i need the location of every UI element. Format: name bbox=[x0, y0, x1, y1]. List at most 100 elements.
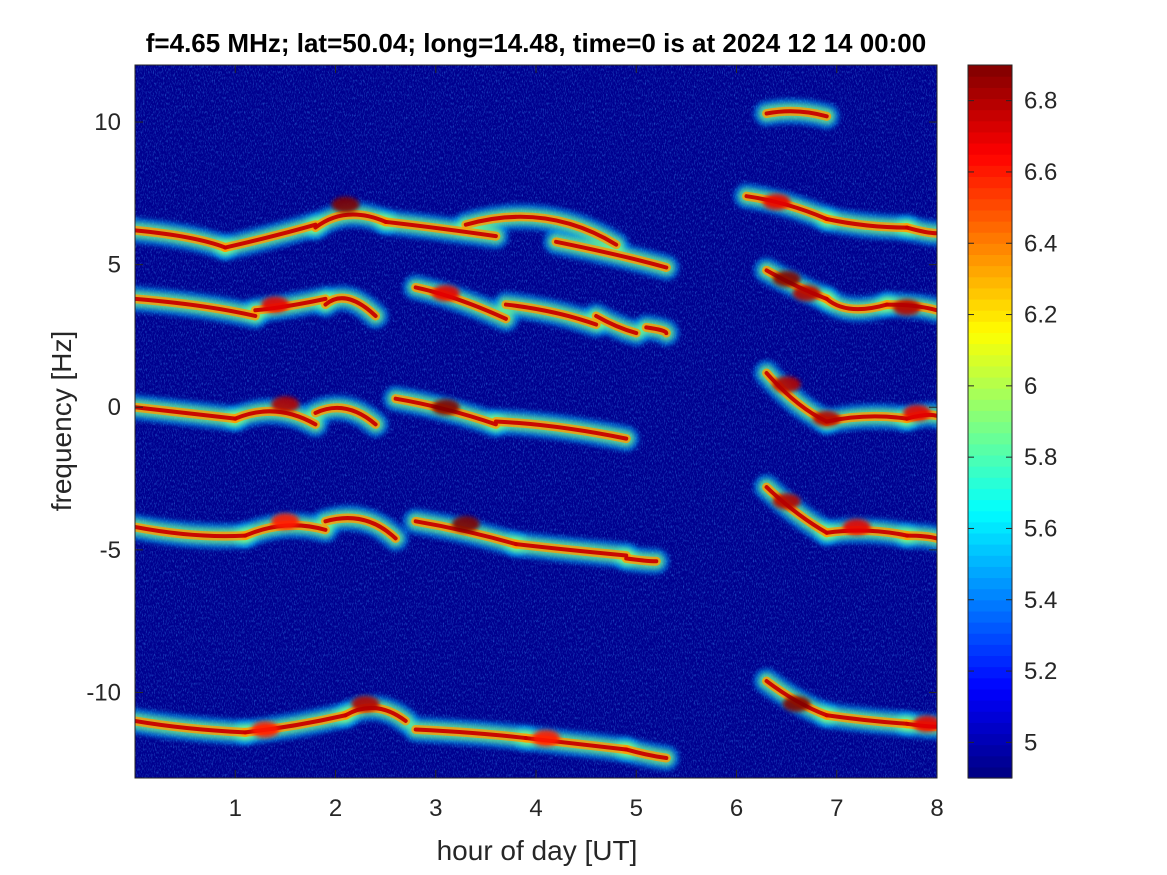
trace-segment bbox=[233, 409, 318, 427]
y-tick-label: -5 bbox=[100, 537, 121, 564]
colorbar-band bbox=[968, 566, 1012, 579]
colorbar-band bbox=[968, 443, 1012, 456]
hotspot bbox=[351, 695, 380, 712]
hotspot bbox=[431, 399, 460, 416]
colorbar-band bbox=[968, 588, 1012, 601]
trace-segment bbox=[764, 268, 829, 301]
trace-segment bbox=[223, 222, 318, 250]
colorbar-band bbox=[968, 298, 1012, 311]
colorbar-band bbox=[968, 220, 1012, 233]
colorbar-band bbox=[968, 599, 1012, 612]
colorbar-band bbox=[968, 354, 1012, 367]
trace-segment bbox=[313, 405, 378, 427]
hotspot bbox=[532, 730, 561, 747]
hotspot bbox=[912, 715, 937, 732]
hotspot bbox=[772, 376, 801, 393]
colorbar-band bbox=[968, 655, 1012, 668]
colorbar-band bbox=[968, 454, 1012, 467]
colorbar-band bbox=[968, 644, 1012, 657]
colorbar-band bbox=[968, 98, 1012, 111]
trace-segment bbox=[313, 212, 388, 230]
trace-segment bbox=[824, 217, 909, 230]
trace-segment bbox=[824, 713, 909, 726]
trace-segment bbox=[493, 419, 629, 441]
colorbar-band bbox=[968, 477, 1012, 489]
colorbar-tick-label: 5.6 bbox=[1024, 515, 1057, 542]
hotspot bbox=[431, 285, 460, 302]
colorbar-tick-label: 5 bbox=[1024, 729, 1037, 756]
y-axis-label: frequency [Hz] bbox=[46, 331, 77, 512]
trace-segment bbox=[503, 302, 599, 327]
colorbar: 6.8 6.6 6.4 6.2 6 5.8 5.6 5.4 5.2 5 bbox=[967, 64, 1057, 779]
x-axis: 1 2 3 4 5 6 7 8 bbox=[229, 65, 944, 822]
hotspot bbox=[772, 270, 801, 287]
colorbar-band bbox=[968, 388, 1012, 400]
colorbar-band bbox=[968, 766, 1012, 779]
colorbar-band bbox=[968, 243, 1012, 255]
y-tick-label: 0 bbox=[108, 394, 121, 421]
colorbar-band bbox=[968, 232, 1012, 244]
colorbar-tick-label: 5.4 bbox=[1024, 587, 1057, 614]
colorbar-band bbox=[968, 432, 1012, 445]
colorbar-band bbox=[968, 410, 1012, 423]
hotspot bbox=[902, 404, 931, 421]
hotspot bbox=[782, 695, 811, 712]
colorbar-band bbox=[968, 744, 1012, 757]
colorbar-band bbox=[968, 187, 1012, 200]
x-tick-label: 1 bbox=[229, 795, 242, 822]
colorbar-tick-label: 6.8 bbox=[1024, 88, 1057, 115]
hotspot bbox=[271, 513, 300, 530]
colorbar-band bbox=[968, 376, 1012, 389]
trace-segment bbox=[554, 239, 669, 270]
colorbar-band bbox=[968, 343, 1012, 356]
colorbar-band bbox=[968, 466, 1012, 478]
colorbar-band bbox=[968, 142, 1012, 155]
colorbar-band bbox=[968, 488, 1012, 501]
colorbar-band bbox=[968, 521, 1012, 534]
hotspot bbox=[792, 285, 821, 302]
colorbar-band bbox=[968, 421, 1012, 434]
colorbar-band bbox=[968, 755, 1012, 768]
hotspot bbox=[762, 193, 791, 210]
hotspot bbox=[892, 299, 921, 316]
trace-segment bbox=[413, 727, 528, 741]
colorbar-frame bbox=[967, 64, 1013, 779]
trace-segment bbox=[383, 219, 498, 239]
hotspot bbox=[331, 196, 360, 213]
colorbar-band bbox=[968, 610, 1012, 623]
colorbar-band bbox=[968, 622, 1012, 634]
hotspot bbox=[772, 493, 801, 510]
plot-area bbox=[134, 64, 938, 779]
colorbar-tick-label: 6 bbox=[1024, 373, 1037, 400]
x-tick-label: 7 bbox=[830, 795, 843, 822]
trace-segment bbox=[463, 214, 619, 247]
colorbar-tick-label: 5.8 bbox=[1024, 444, 1057, 471]
colorbar-band bbox=[968, 198, 1012, 211]
trace-segment bbox=[513, 542, 629, 558]
trace-segment bbox=[624, 747, 669, 761]
colorbar-tick-label: 6.6 bbox=[1024, 159, 1057, 186]
colorbar-band bbox=[968, 65, 1012, 77]
colorbar-band bbox=[968, 310, 1012, 322]
colorbar-band bbox=[968, 276, 1012, 289]
colorbar-tick-label: 6.4 bbox=[1024, 230, 1057, 257]
hotspot bbox=[812, 410, 841, 427]
y-tick-label: 5 bbox=[108, 252, 121, 279]
trace-segment bbox=[323, 296, 378, 318]
colorbar-band bbox=[968, 711, 1012, 723]
trace-segment bbox=[594, 313, 639, 336]
hotspot bbox=[261, 296, 290, 313]
colorbar-band bbox=[968, 76, 1012, 88]
colorbar-band bbox=[968, 131, 1012, 144]
colorbar-band bbox=[968, 287, 1012, 300]
x-tick-label: 5 bbox=[630, 795, 643, 822]
x-tick-label: 8 bbox=[930, 795, 943, 822]
y-tick-label: 10 bbox=[94, 109, 121, 136]
colorbar-tick-label: 6.2 bbox=[1024, 302, 1057, 329]
y-axis: 10 5 0 -5 -10 bbox=[86, 109, 937, 706]
chart-title: f=4.65 MHz; lat=50.04; long=14.48, time=… bbox=[146, 28, 926, 58]
colorbar-band bbox=[968, 399, 1012, 411]
trace-segment bbox=[135, 228, 228, 250]
trace-segment bbox=[764, 485, 829, 535]
